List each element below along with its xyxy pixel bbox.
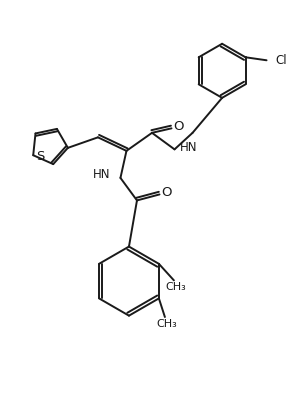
Text: CH₃: CH₃ — [165, 282, 186, 292]
Text: HN: HN — [180, 141, 197, 154]
Text: O: O — [161, 186, 171, 199]
Text: CH₃: CH₃ — [156, 318, 177, 329]
Text: Cl: Cl — [275, 54, 287, 67]
Text: HN: HN — [93, 169, 111, 181]
Text: S: S — [35, 150, 44, 163]
Text: O: O — [173, 120, 183, 133]
